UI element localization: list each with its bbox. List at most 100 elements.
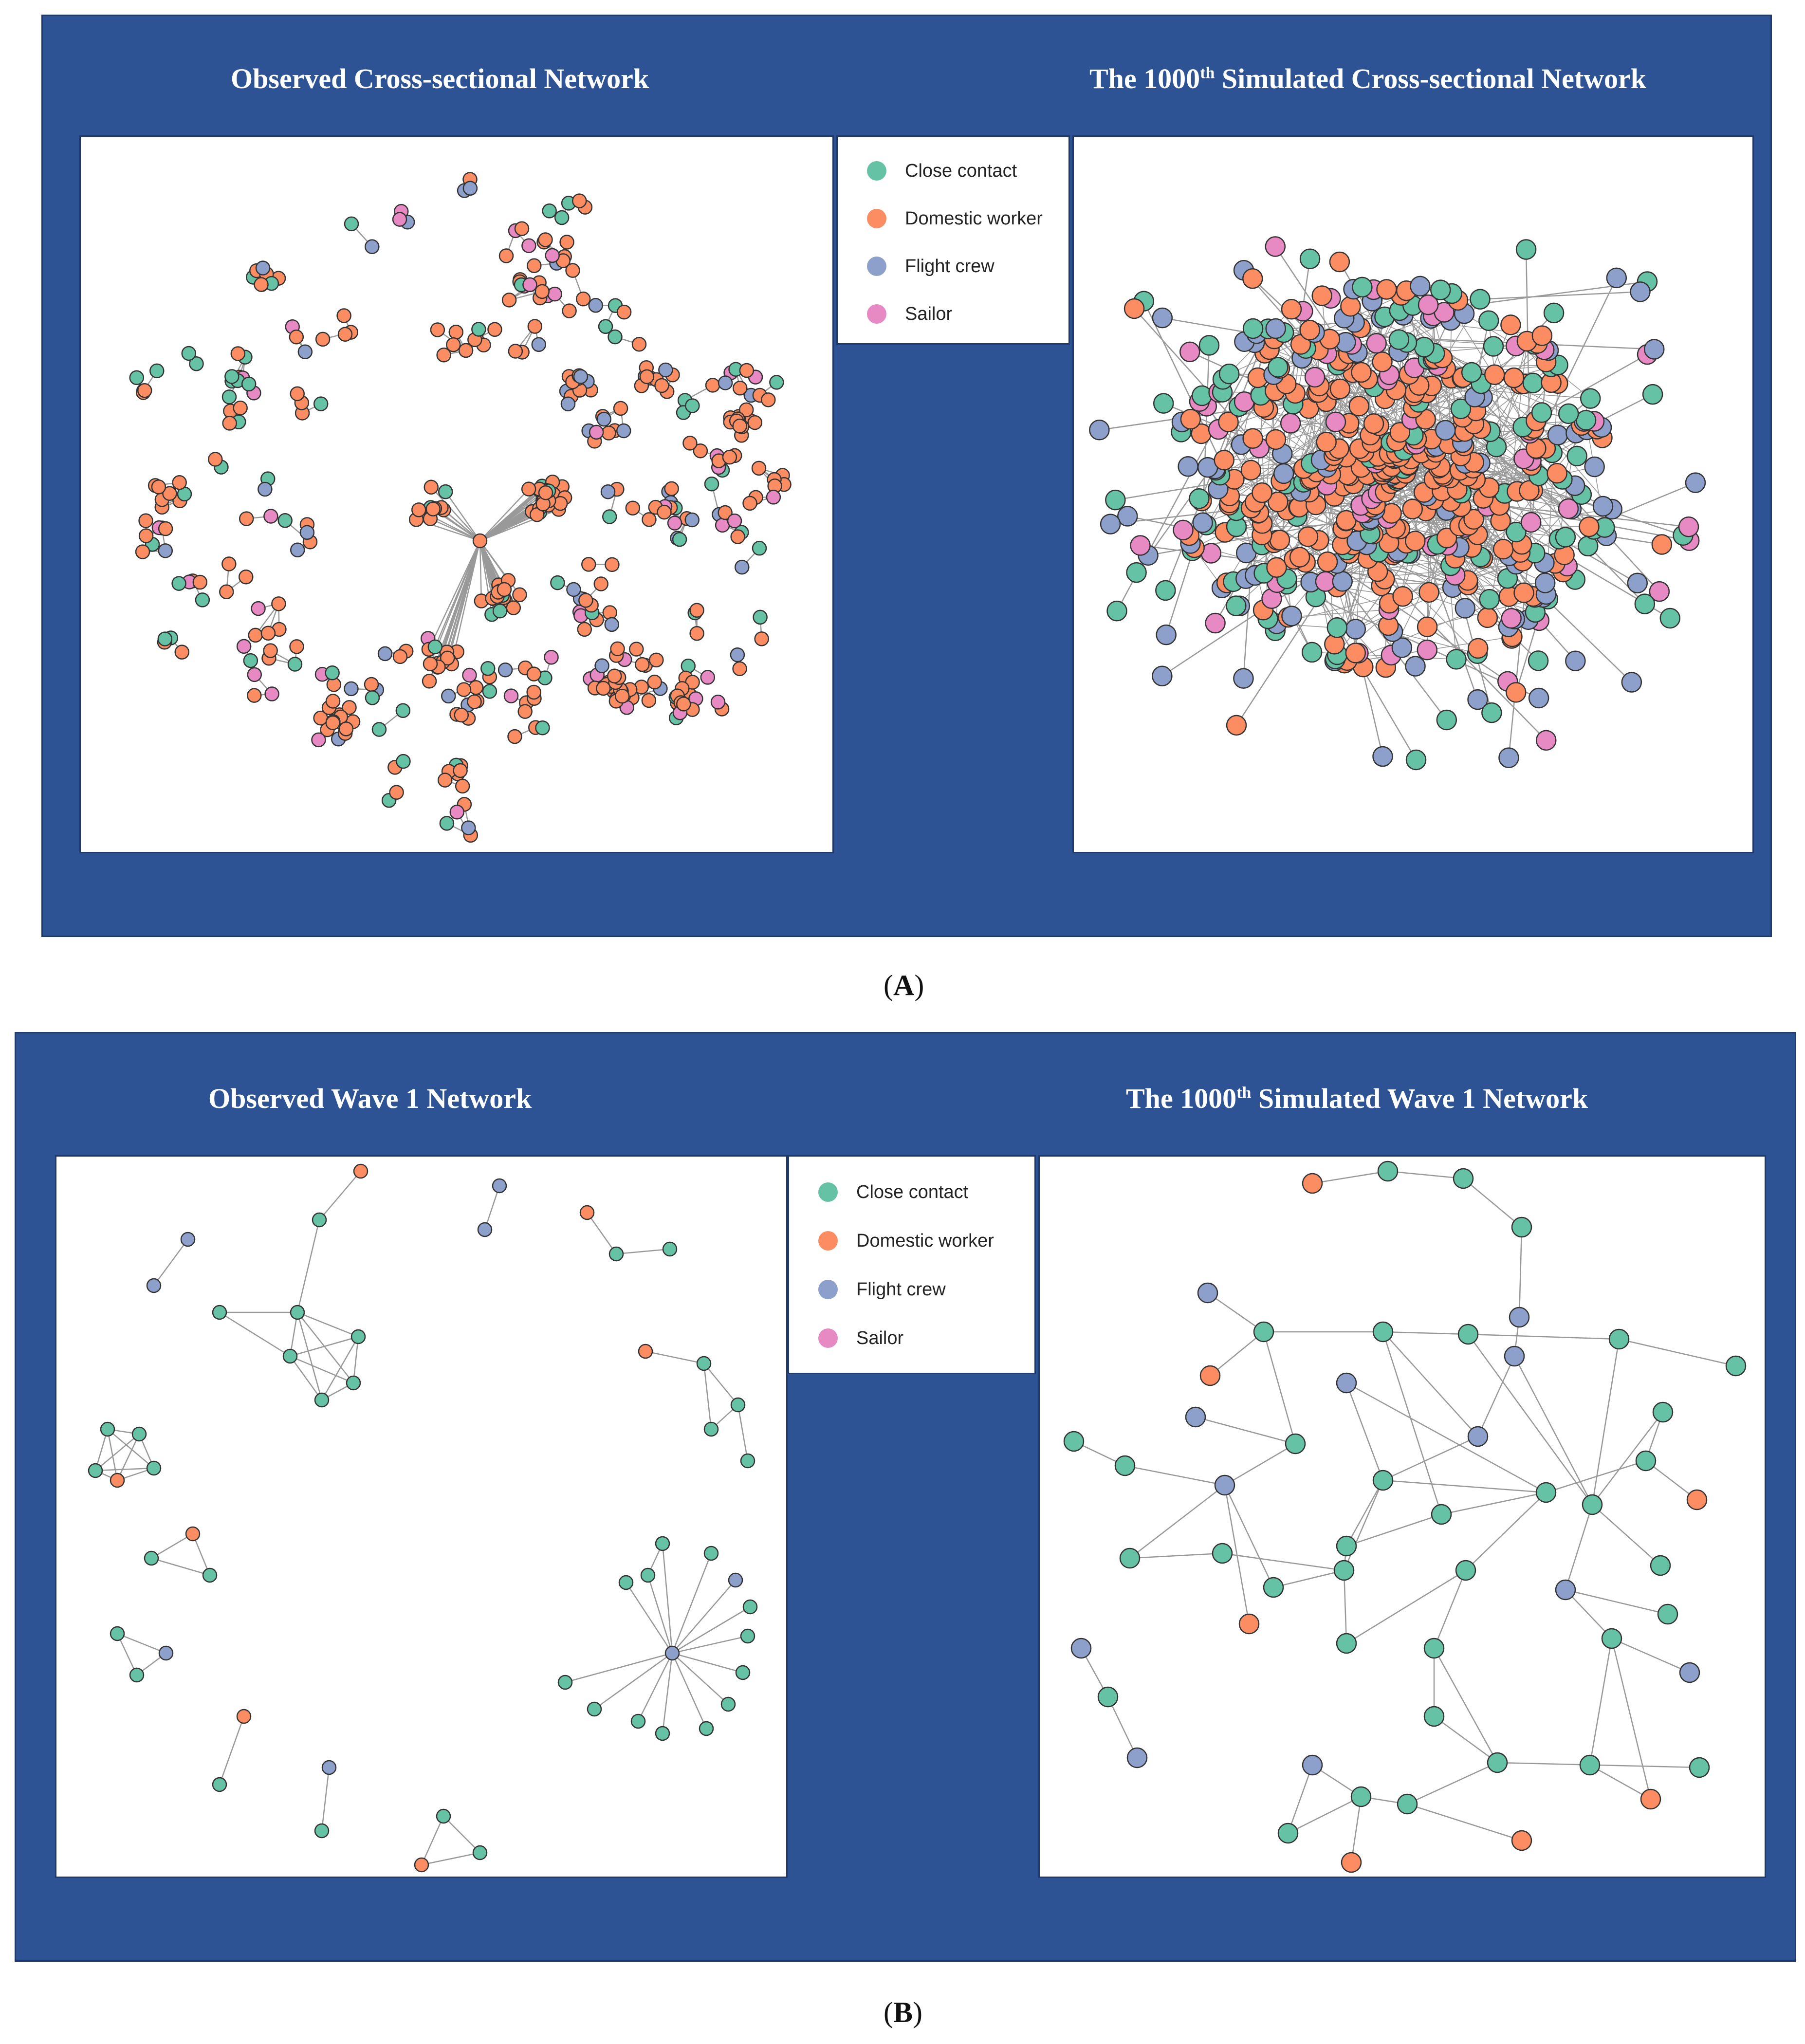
network-node — [630, 1713, 646, 1729]
network-node — [221, 556, 237, 571]
network-node — [1630, 281, 1651, 302]
network-node — [162, 486, 177, 501]
sailor-swatch — [867, 304, 886, 324]
network-node — [732, 418, 747, 434]
network-node — [600, 484, 616, 499]
network-node — [243, 653, 258, 668]
network-node — [1242, 318, 1264, 339]
network-node — [396, 754, 411, 769]
network-node — [1363, 413, 1384, 434]
network-edge — [594, 1652, 673, 1710]
network-node — [710, 695, 726, 710]
network-edge — [1343, 1480, 1384, 1571]
network-edge — [296, 1219, 320, 1313]
network-edge — [672, 1635, 748, 1654]
network-node — [230, 346, 246, 361]
network-node — [422, 674, 437, 689]
network-node — [1414, 336, 1435, 358]
network-edge — [321, 1767, 330, 1831]
network-node — [1504, 1345, 1525, 1367]
network-edge — [1346, 1382, 1547, 1493]
network-edge — [1134, 308, 1260, 449]
legend-label: Close contact — [856, 1181, 969, 1202]
network-node — [446, 337, 461, 352]
network-node — [287, 657, 303, 672]
observed-wave-1-graph — [88, 1163, 758, 1873]
network-node — [1089, 420, 1110, 441]
network-edge — [1382, 1331, 1469, 1335]
network-edge — [1382, 1479, 1547, 1493]
network-node — [587, 1701, 602, 1717]
network-node — [1299, 248, 1321, 270]
network-node — [1649, 581, 1670, 602]
network-node — [738, 402, 754, 418]
network-node — [1547, 462, 1567, 484]
network-node — [440, 650, 455, 666]
network-edge — [1382, 1331, 1442, 1515]
network-edge — [1350, 1796, 1362, 1863]
network-node — [1642, 384, 1663, 405]
network-node — [1345, 643, 1366, 663]
network-node — [1218, 411, 1239, 433]
network-node — [1513, 582, 1534, 604]
network-edge — [1434, 1715, 1498, 1764]
network-node — [521, 481, 536, 497]
network-node — [1117, 506, 1138, 527]
flight-crew-swatch — [867, 257, 886, 276]
network-edge — [1224, 1485, 1274, 1588]
network-node — [1417, 616, 1438, 637]
network-node — [734, 559, 750, 575]
network-node — [1685, 472, 1706, 493]
legend-item-close-contact: Close contact — [818, 1178, 968, 1207]
network-node — [616, 423, 631, 439]
network-node — [135, 544, 150, 559]
network-edge — [672, 1580, 736, 1654]
network-node — [1130, 535, 1151, 556]
network-node — [149, 363, 165, 379]
network-node — [1506, 682, 1527, 703]
network-node — [1366, 332, 1387, 354]
network-edge — [1619, 1338, 1736, 1367]
network-node — [1410, 276, 1431, 297]
network-node — [202, 1567, 218, 1583]
network-edge — [1107, 1696, 1138, 1758]
network-node — [1317, 551, 1338, 572]
network-node — [732, 381, 748, 396]
network-node — [1450, 398, 1472, 420]
network-node — [730, 529, 745, 544]
legend-panel-b: Close contact Domestic worker Flight cre… — [788, 1155, 1036, 1374]
network-edge — [1467, 1334, 1593, 1505]
network-node — [1302, 1173, 1323, 1194]
network-node — [1214, 450, 1235, 471]
network-node — [1180, 408, 1201, 430]
network-node — [1388, 329, 1410, 350]
panel-a: Observed Cross-sectional Network The 100… — [41, 15, 1772, 937]
network-node — [365, 690, 380, 705]
network-node — [1214, 1474, 1235, 1496]
network-node — [1528, 650, 1549, 671]
network-node — [448, 325, 464, 340]
network-node — [542, 203, 557, 219]
network-node — [1285, 1433, 1306, 1455]
network-node — [607, 668, 622, 684]
network-edge — [703, 1363, 738, 1405]
network-node — [338, 721, 354, 737]
network-edge — [1222, 1552, 1345, 1571]
panel-a-right-title: The 1000th Simulated Cross-sectional Net… — [1089, 62, 1646, 95]
network-edge — [1129, 1552, 1223, 1559]
network-node — [517, 704, 533, 719]
network-node — [1126, 562, 1147, 583]
network-node — [454, 707, 469, 723]
network-node — [742, 1599, 758, 1615]
network-node — [462, 667, 477, 683]
network-node — [1152, 665, 1173, 686]
network-node — [342, 700, 357, 715]
network-node — [151, 479, 166, 495]
network-node — [732, 661, 747, 676]
network-node — [703, 1546, 719, 1561]
network-edge — [107, 1429, 154, 1469]
network-edge — [479, 488, 540, 541]
network-node — [492, 1178, 507, 1194]
network-node — [521, 238, 536, 253]
domestic-worker-swatch — [867, 209, 886, 228]
